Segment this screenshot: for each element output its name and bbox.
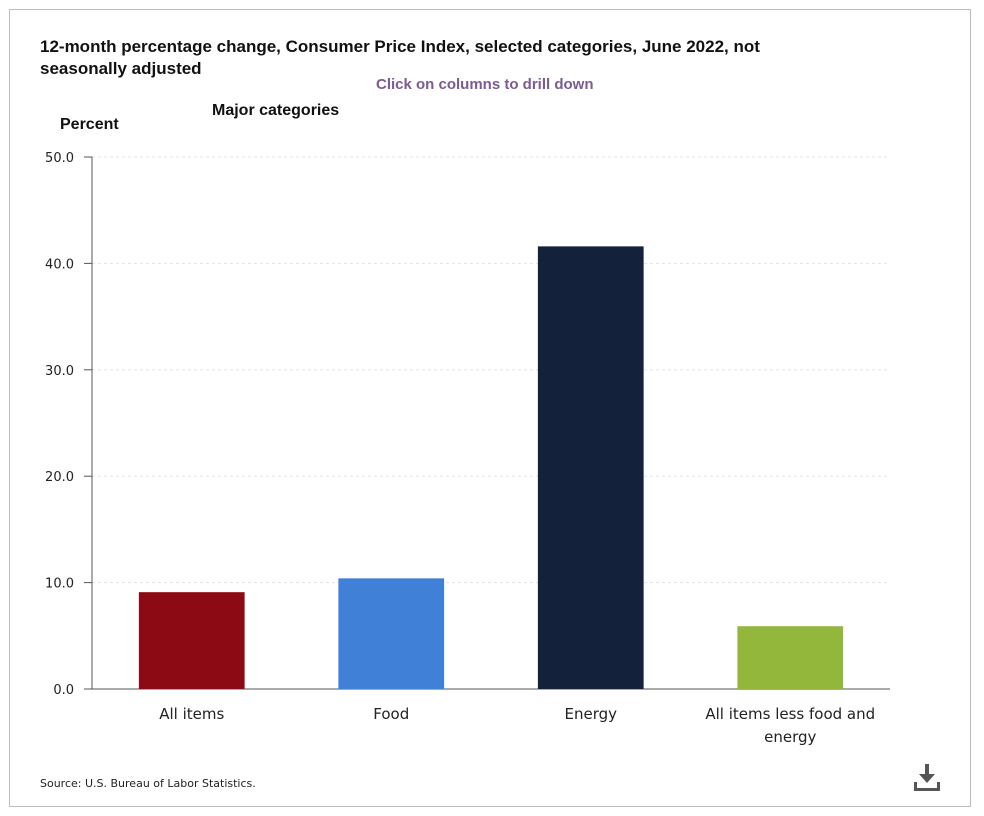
y-tick-label: 0.0 [53,683,74,698]
y-tick-label: 50.0 [45,151,74,166]
x-category-label: Food [373,705,409,723]
y-tick-label: 10.0 [45,577,74,592]
chart-title-line-1: 12-month percentage change, Consumer Pri… [40,37,760,56]
y-axis-label: Percent [60,116,119,133]
chart-title: 12-month percentage change, Consumer Pri… [40,36,860,80]
x-category-label: All items less food and [705,705,875,723]
x-category-label: All items [159,705,224,723]
bar-energy[interactable] [537,246,644,689]
chart-title-line-2: seasonally adjusted [40,59,202,78]
download-icon[interactable] [910,762,944,794]
y-tick-label: 30.0 [45,364,74,379]
bar-food[interactable] [338,578,445,689]
chart-subtitle: Major categories [212,102,340,119]
x-category-label: energy [764,728,816,746]
y-tick-label: 40.0 [45,257,74,272]
bar-all-items[interactable] [138,592,245,689]
bar-all-items-less-food-and-energy[interactable] [737,626,844,689]
x-category-label: Energy [564,705,617,723]
drill-down-hint: Click on columns to drill down [376,76,594,93]
y-tick-label: 20.0 [45,470,74,485]
download-button[interactable] [910,762,944,794]
source-note: Source: U.S. Bureau of Labor Statistics. [40,777,256,790]
